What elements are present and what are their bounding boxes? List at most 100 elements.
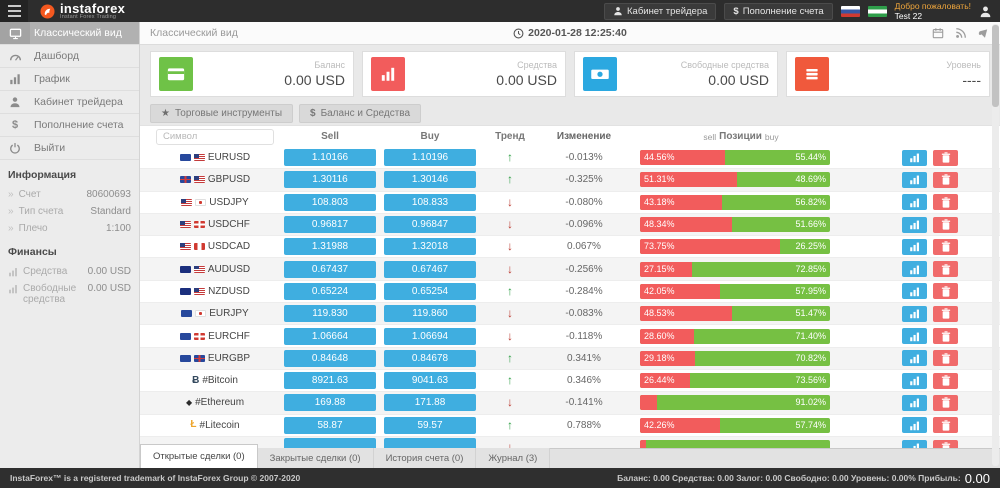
- language-flag-icon[interactable]: [867, 5, 887, 17]
- buy-price-button[interactable]: 1.10196: [384, 149, 476, 167]
- sell-price-button[interactable]: 1.06664: [284, 327, 376, 345]
- open-chart-button[interactable]: [902, 238, 927, 255]
- rss-icon[interactable]: [955, 27, 967, 39]
- balance-funds-button[interactable]: $ Баланс и Средства: [299, 104, 422, 123]
- sell-price-button[interactable]: 1.30116: [284, 171, 376, 189]
- buy-price-button[interactable]: 108.833: [384, 193, 476, 211]
- remove-symbol-button[interactable]: [933, 171, 958, 188]
- remove-symbol-button[interactable]: [933, 372, 958, 389]
- calendar-icon[interactable]: [932, 27, 944, 39]
- symbol-cell[interactable]: USDCHF: [150, 219, 280, 230]
- remove-symbol-button[interactable]: [933, 149, 958, 166]
- open-chart-button[interactable]: [902, 305, 927, 322]
- symbol-cell[interactable]: NZDUSD: [150, 286, 280, 297]
- symbol-cell[interactable]: AUDUSD: [150, 264, 280, 275]
- sell-price-button[interactable]: 58.87: [284, 416, 376, 434]
- sidebar-item[interactable]: Дашборд: [0, 45, 139, 68]
- sidebar-item[interactable]: Выйти: [0, 137, 139, 160]
- symbol-cell[interactable]: USDCAD: [150, 241, 280, 252]
- buy-price-button[interactable]: 0.65254: [384, 282, 476, 300]
- buy-price-button[interactable]: [384, 437, 476, 448]
- bottom-tab[interactable]: Открытые сделки (0): [140, 444, 258, 468]
- sell-price-button[interactable]: 0.96817: [284, 216, 376, 234]
- remove-symbol-button[interactable]: [933, 283, 958, 300]
- open-chart-button[interactable]: [902, 372, 927, 389]
- symbol-cell[interactable]: EURCHF: [150, 331, 280, 342]
- buy-price-button[interactable]: 0.96847: [384, 216, 476, 234]
- sell-price-button[interactable]: 1.31988: [284, 238, 376, 256]
- sidebar-item[interactable]: Кабинет трейдера: [0, 91, 139, 114]
- buy-positions-label: 51.66%: [795, 219, 826, 230]
- remove-symbol-button[interactable]: [933, 261, 958, 278]
- trader-cabinet-button[interactable]: Кабинет трейдера: [604, 2, 717, 20]
- open-chart-button[interactable]: [902, 261, 927, 278]
- remove-symbol-button[interactable]: [933, 417, 958, 434]
- open-chart-button[interactable]: [902, 283, 927, 300]
- russian-flag-icon[interactable]: [840, 5, 860, 17]
- hamburger-menu-icon[interactable]: [0, 0, 28, 22]
- buy-price-button[interactable]: 1.06694: [384, 327, 476, 345]
- open-chart-button[interactable]: [902, 194, 927, 211]
- change-column-header: Изменение: [556, 131, 612, 142]
- remove-symbol-button[interactable]: [933, 394, 958, 411]
- scrollbar-thumb[interactable]: [992, 25, 999, 107]
- remove-symbol-button[interactable]: [933, 216, 958, 233]
- bottom-tab[interactable]: Журнал (3): [476, 448, 551, 468]
- symbol-cell[interactable]: EURJPY: [150, 308, 280, 319]
- buy-price-button[interactable]: 0.84678: [384, 349, 476, 367]
- open-chart-button[interactable]: [902, 149, 927, 166]
- vertical-scrollbar[interactable]: [992, 24, 999, 466]
- sell-price-button[interactable]: 1.10166: [284, 149, 376, 167]
- sell-price-button[interactable]: 119.830: [284, 305, 376, 323]
- sell-price-button[interactable]: 8921.63: [284, 372, 376, 390]
- trading-instruments-button[interactable]: ★ Торговые инструменты: [150, 104, 293, 123]
- buy-price-button[interactable]: 0.67467: [384, 260, 476, 278]
- symbol-cell[interactable]: GBPUSD: [150, 174, 280, 185]
- sell-price-button[interactable]: 169.88: [284, 394, 376, 412]
- buy-price-button[interactable]: 9041.63: [384, 372, 476, 390]
- open-chart-button[interactable]: [902, 350, 927, 367]
- sell-price-button[interactable]: 0.84648: [284, 349, 376, 367]
- buy-price-button[interactable]: 1.30146: [384, 171, 476, 189]
- sell-positions-segment: [640, 440, 646, 448]
- open-chart-button[interactable]: [902, 394, 927, 411]
- megaphone-icon[interactable]: [978, 27, 990, 39]
- sidebar-item[interactable]: $ Пополнение счета: [0, 114, 139, 137]
- bottom-tab[interactable]: История счета (0): [373, 448, 477, 468]
- symbol-cell[interactable]: USDJPY: [150, 197, 280, 208]
- bottom-tab[interactable]: Закрытые сделки (0): [257, 448, 374, 468]
- buy-price-button[interactable]: 59.57: [384, 416, 476, 434]
- sell-price-button[interactable]: 0.67437: [284, 260, 376, 278]
- remove-symbol-button[interactable]: [933, 439, 958, 448]
- symbol-cell[interactable]: ◆ #Ethereum: [150, 397, 280, 408]
- symbol-cell[interactable]: EURGBP: [150, 353, 280, 364]
- open-chart-button[interactable]: [902, 439, 927, 448]
- sell-price-button[interactable]: 0.65224: [284, 282, 376, 300]
- open-chart-button[interactable]: [902, 417, 927, 434]
- symbol-cell[interactable]: Ł #Litecoin: [150, 420, 280, 431]
- remove-symbol-button[interactable]: [933, 194, 958, 211]
- open-chart-button[interactable]: [902, 216, 927, 233]
- remove-symbol-button[interactable]: [933, 238, 958, 255]
- sell-price-button[interactable]: 108.803: [284, 193, 376, 211]
- user-avatar-icon[interactable]: [979, 5, 992, 18]
- buy-price-button[interactable]: 119.860: [384, 305, 476, 323]
- sidebar-item[interactable]: Классический вид: [0, 22, 139, 45]
- symbol-cell[interactable]: EURUSD: [150, 152, 280, 163]
- change-value: 0.067%: [567, 241, 601, 253]
- deposit-button[interactable]: $ Пополнение счета: [724, 2, 833, 20]
- symbol-search-input[interactable]: [156, 128, 274, 145]
- brand-logo[interactable]: instaforex Instant Forex Trading: [40, 2, 125, 20]
- open-chart-button[interactable]: [902, 328, 927, 345]
- mini-chart-icon: [8, 284, 18, 294]
- remove-symbol-button[interactable]: [933, 305, 958, 322]
- open-chart-button[interactable]: [902, 171, 927, 188]
- buy-price-button[interactable]: 1.32018: [384, 238, 476, 256]
- buy-price-button[interactable]: 171.88: [384, 394, 476, 412]
- symbol-cell[interactable]: Ƀ #Bitcoin: [150, 375, 280, 386]
- power-icon: [0, 137, 30, 159]
- remove-symbol-button[interactable]: [933, 350, 958, 367]
- remove-symbol-button[interactable]: [933, 328, 958, 345]
- sidebar-item[interactable]: График: [0, 68, 139, 91]
- sell-price-button[interactable]: [284, 437, 376, 448]
